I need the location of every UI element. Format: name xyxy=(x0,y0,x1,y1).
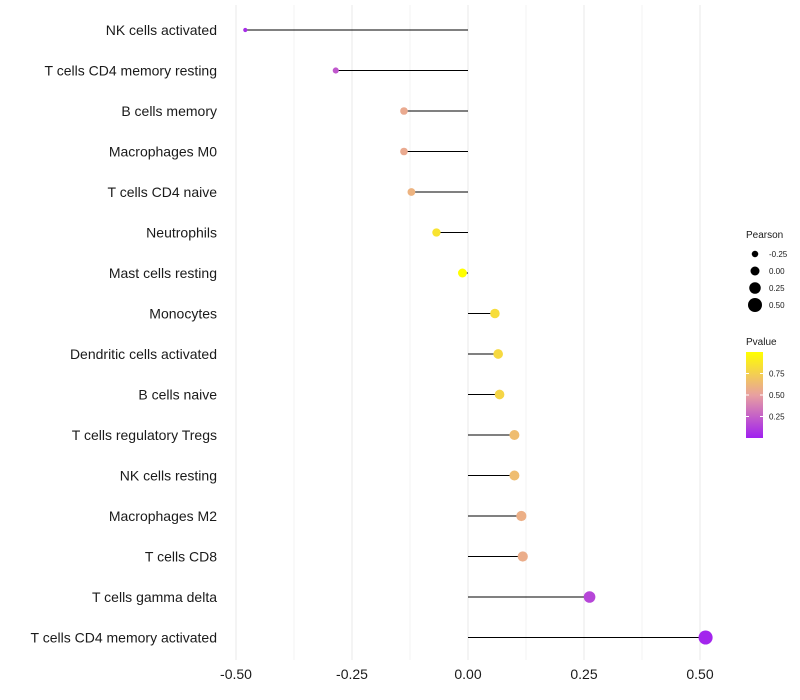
category-label: B cells memory xyxy=(121,103,217,119)
category-label: T cells CD4 naive xyxy=(108,184,218,200)
x-tick-label: 0.00 xyxy=(454,666,481,682)
category-label: NK cells activated xyxy=(106,22,217,38)
lollipop-dot xyxy=(457,268,467,278)
lollipop-dot xyxy=(583,591,596,603)
lollipop-dot xyxy=(243,27,248,33)
lollipop-dot xyxy=(493,349,503,359)
lollipop-dot xyxy=(490,308,500,319)
category-label: T cells gamma delta xyxy=(92,589,217,605)
x-tick-label: -0.25 xyxy=(336,666,368,682)
x-tick-label: 0.25 xyxy=(570,666,597,682)
legend-color-label: 0.75 xyxy=(769,370,785,379)
grid-lines xyxy=(235,5,701,660)
lollipop-dot xyxy=(698,630,713,645)
legend-color-label: 0.50 xyxy=(769,391,785,400)
lollipop-dot xyxy=(400,147,408,156)
category-label: Monocytes xyxy=(149,306,217,322)
category-label: Macrophages M2 xyxy=(109,508,217,524)
legend-size-label: 0.25 xyxy=(769,284,785,293)
lollipop-dot xyxy=(332,67,339,74)
lollipop-dot xyxy=(432,228,441,237)
legend-size-dot xyxy=(751,250,759,258)
lollipop-dot xyxy=(494,389,505,400)
category-label: T cells CD8 xyxy=(145,549,217,565)
lollipop-stems xyxy=(245,29,706,638)
category-label: NK cells resting xyxy=(120,468,217,484)
lollipop-dot xyxy=(400,107,408,115)
legend-size-dot xyxy=(748,298,762,312)
lollipop-dot xyxy=(509,470,520,481)
category-label: Macrophages M0 xyxy=(109,144,217,160)
category-label: B cells naive xyxy=(138,387,217,403)
legend-size-label: 0.00 xyxy=(769,267,785,276)
legend-color-label: 0.25 xyxy=(769,413,785,422)
x-axis-tick-labels: -0.50 -0.25 0.00 0.25 0.50 xyxy=(220,666,714,682)
legend-pvalue-title: Pvalue xyxy=(746,337,777,348)
category-label: T cells CD4 memory activated xyxy=(31,630,217,646)
lollipop-dots xyxy=(243,27,713,645)
category-label: Mast cells resting xyxy=(109,265,217,281)
lollipop-dot xyxy=(517,551,528,562)
legend-size-dot xyxy=(750,266,760,276)
category-label: T cells CD4 memory resting xyxy=(45,63,217,79)
legend-size-label: 0.50 xyxy=(769,301,785,310)
category-label: Dendritic cells activated xyxy=(70,346,217,362)
legend-pearson-title: Pearson xyxy=(746,230,783,241)
lollipop-dot xyxy=(509,430,520,440)
x-tick-label: 0.50 xyxy=(686,666,713,682)
y-axis-category-labels: NK cells activated T cells CD4 memory res… xyxy=(31,22,218,646)
legend-pvalue: Pvalue 0.75 0.50 0.25 xyxy=(746,337,785,438)
legend-pearson: Pearson -0.25 0.00 0.25 0.50 xyxy=(746,230,788,312)
lollipop-dot xyxy=(407,188,416,196)
legend-pvalue-colorbar xyxy=(746,352,763,438)
x-tick-label: -0.50 xyxy=(220,666,252,682)
legend-size-dot xyxy=(749,282,761,294)
lollipop-dot xyxy=(516,510,527,522)
legend-size-label: -0.25 xyxy=(769,250,788,259)
category-label: T cells regulatory Tregs xyxy=(72,427,217,443)
category-label: Neutrophils xyxy=(146,225,217,241)
